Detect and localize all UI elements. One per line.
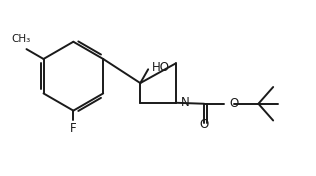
Text: O: O (200, 118, 209, 131)
Text: O: O (230, 97, 239, 110)
Text: CH₃: CH₃ (11, 34, 30, 44)
Text: HO: HO (152, 61, 170, 74)
Text: F: F (70, 122, 77, 135)
Text: N: N (181, 96, 189, 109)
